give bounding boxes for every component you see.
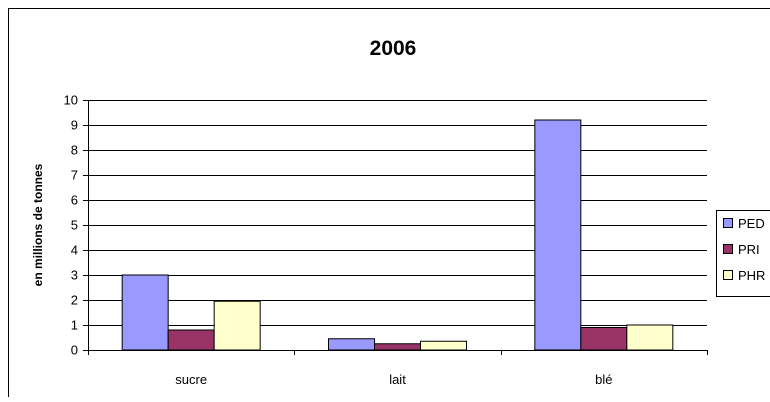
y-tick-label: 1 bbox=[71, 318, 78, 333]
y-tick-label: 5 bbox=[71, 218, 78, 233]
bar bbox=[581, 328, 627, 351]
y-tick-label: 2 bbox=[71, 293, 78, 308]
legend-swatch bbox=[724, 219, 733, 228]
bar bbox=[375, 344, 421, 350]
y-tick-label: 3 bbox=[71, 268, 78, 283]
x-tick-label: sucre bbox=[175, 372, 207, 387]
bar bbox=[535, 120, 581, 350]
bar bbox=[627, 325, 673, 350]
y-axis-label: en millions de tonnes bbox=[31, 163, 45, 286]
bar bbox=[421, 341, 467, 350]
chart-title: 2006 bbox=[370, 37, 417, 60]
y-tick-label: 4 bbox=[71, 243, 78, 258]
x-tick-label: lait bbox=[389, 372, 406, 387]
bar bbox=[168, 330, 214, 350]
legend-swatch bbox=[724, 271, 733, 280]
bar bbox=[122, 275, 168, 350]
bar bbox=[329, 339, 375, 350]
y-tick-label: 9 bbox=[71, 118, 78, 133]
legend-label: PHR bbox=[738, 268, 765, 283]
y-tick-label: 7 bbox=[71, 168, 78, 183]
y-tick-label: 0 bbox=[71, 343, 78, 358]
y-tick-label: 6 bbox=[71, 193, 78, 208]
legend: PED PRI PHR bbox=[717, 211, 770, 297]
bar bbox=[214, 301, 260, 350]
x-tick-label: blé bbox=[595, 372, 612, 387]
y-tick-label: 8 bbox=[71, 143, 78, 158]
legend-label: PED bbox=[738, 216, 765, 231]
y-tick-label: 10 bbox=[64, 93, 78, 108]
legend-swatch bbox=[724, 245, 733, 254]
legend-label: PRI bbox=[738, 242, 760, 257]
